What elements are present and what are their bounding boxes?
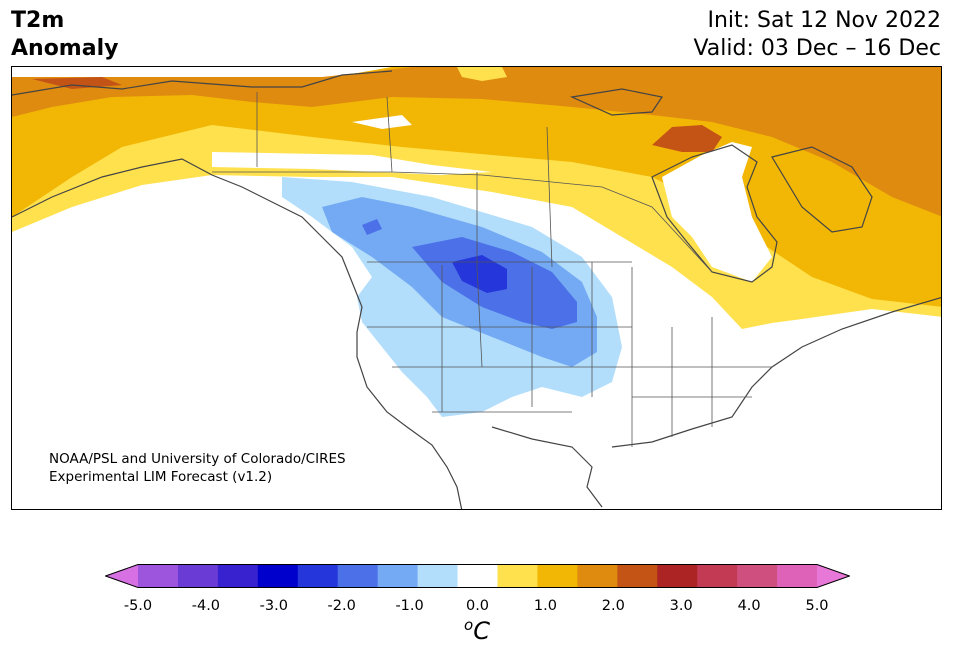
colorbar-segment <box>777 564 818 588</box>
colorbar-tick-label: 1.0 <box>533 598 557 614</box>
map-title: T2m Anomaly <box>11 7 118 63</box>
colorbar-segment <box>537 564 578 588</box>
colorbar-segment <box>497 564 538 588</box>
colorbar-tick-label: -5.0 <box>123 598 153 614</box>
colorbar <box>105 564 850 588</box>
colorbar-tick-label: 4.0 <box>737 598 761 614</box>
hudson-bay <box>662 142 772 282</box>
cold-anomaly-fill <box>282 177 622 417</box>
colorbar-tick-label: 5.0 <box>805 598 829 614</box>
colorbar-segment <box>697 564 738 588</box>
attribution-line-2: Experimental LIM Forecast (v1.2) <box>49 469 273 485</box>
map-svg <box>12 67 941 509</box>
colorbar-tick-label: 3.0 <box>669 598 693 614</box>
colorbar-segment <box>377 564 419 588</box>
colorbar-tick-label: -2.0 <box>327 598 356 614</box>
colorbar-tick-label: 0.0 <box>465 598 490 614</box>
valid-range: Valid: 03 Dec – 16 Dec <box>693 36 941 61</box>
political-borders <box>212 92 772 447</box>
colorbar-segment <box>577 564 618 588</box>
colorbar-tick-label: 2.0 <box>601 598 625 614</box>
colorbar-max-extension <box>817 564 850 588</box>
colorbar-unit: oC <box>464 616 490 645</box>
attribution: NOAA/PSL and University of Colorado/CIRE… <box>49 450 346 486</box>
colorbar-segment <box>257 564 299 588</box>
colorbar-segment <box>657 564 698 588</box>
colorbar-segment <box>138 564 179 588</box>
init-date: Init: Sat 12 Nov 2022 <box>707 8 941 33</box>
title-line-1: T2m <box>11 8 65 33</box>
colorbar-segment <box>617 564 658 588</box>
colorbar-segment <box>297 564 339 588</box>
colorbar-segment <box>457 564 498 588</box>
anomaly-map: NOAA/PSL and University of Colorado/CIRE… <box>11 66 942 510</box>
forecast-dates: Init: Sat 12 Nov 2022 Valid: 03 Dec – 16… <box>693 7 941 63</box>
colorbar-min-extension <box>105 564 138 588</box>
colorbar-segment <box>417 564 459 588</box>
colorbar-segment <box>337 564 379 588</box>
colorbar-segment <box>217 564 259 588</box>
title-line-2: Anomaly <box>11 36 119 61</box>
colorbar-segment <box>737 564 778 588</box>
colorbar-segment <box>177 564 219 588</box>
colorbar-tick-label: -4.0 <box>191 598 221 614</box>
colorbar-tick-label: -3.0 <box>259 598 288 614</box>
colorbar-tick-label: -1.0 <box>395 598 424 614</box>
warm-anomaly-fill <box>12 67 941 329</box>
attribution-line-1: NOAA/PSL and University of Colorado/CIRE… <box>49 451 346 467</box>
